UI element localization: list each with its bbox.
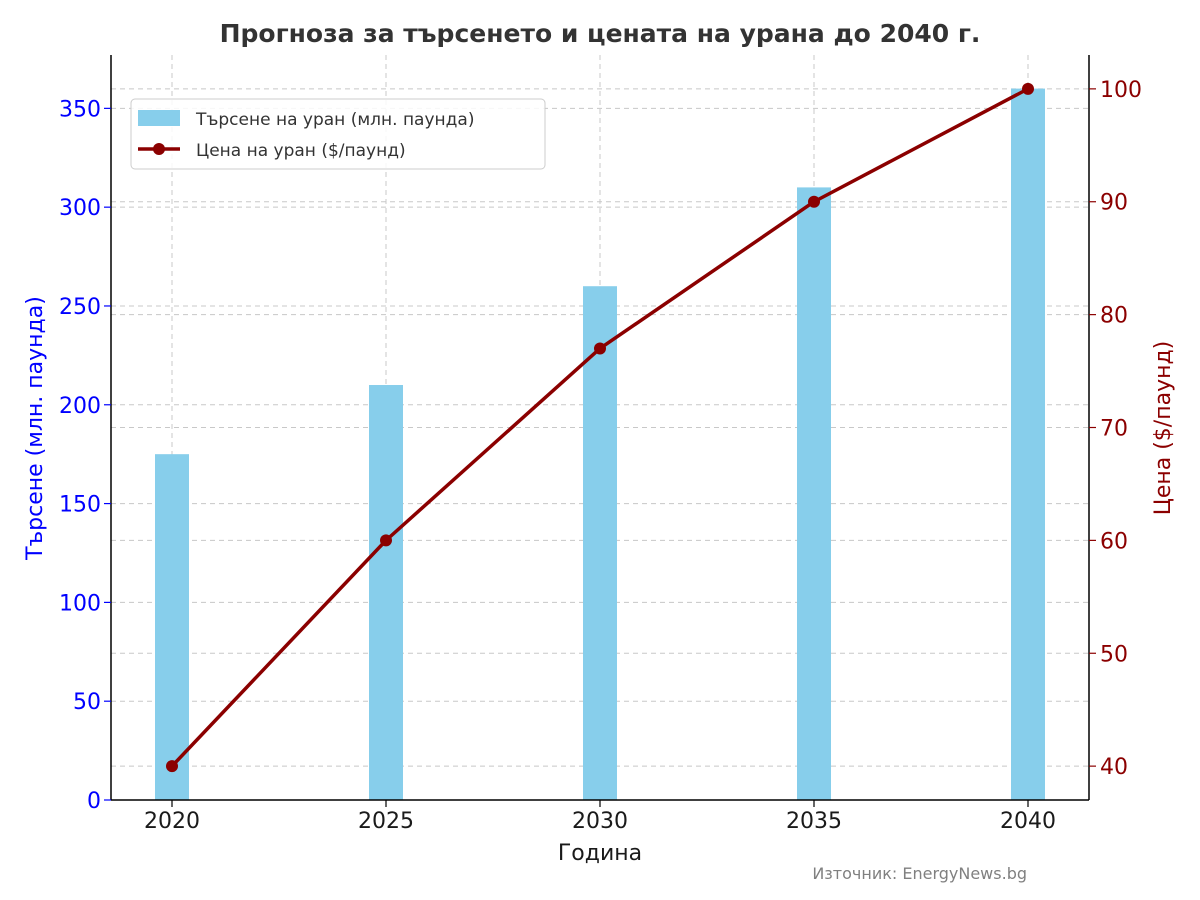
x-axis-label: Година [558,841,642,866]
right-tick-label: 80 [1100,304,1128,329]
right-tick-label: 70 [1100,417,1128,442]
right-tick-label: 90 [1100,191,1128,216]
right-tick-label: 40 [1100,755,1128,780]
legend-bar-swatch [138,110,180,126]
left-axis-label: Търсене (млн. паунда) [23,296,48,561]
chart-title: Прогноза за търсенето и цената на урана … [220,19,981,48]
price-point [1022,82,1034,95]
left-tick-label: 200 [59,394,101,419]
left-tick-label: 250 [59,295,101,320]
legend-label-price: Цена на уран ($/паунд) [196,141,406,161]
price-point [166,760,178,773]
left-tick-label: 150 [59,493,101,518]
x-tick-label: 2035 [786,809,842,834]
demand-bar [1011,88,1045,800]
legend: Търсене на уран (млн. паунда) Цена на ур… [130,98,546,170]
price-point [594,342,606,355]
x-tick-label: 2025 [358,809,414,834]
left-tick-label: 300 [59,196,101,221]
legend-label-demand: Търсене на уран (млн. паунда) [195,110,474,130]
price-point [380,534,392,547]
left-tick-label: 0 [87,789,101,814]
right-axis-label: Цена ($/паунд) [1151,341,1176,516]
tick-labels: 2020 2025 2030 2035 2040 0 50 100 150 200 250 300 35… [59,78,1142,834]
demand-bar [583,286,617,800]
demand-bars [155,88,1045,801]
left-tick-label: 50 [73,690,101,715]
x-tick-label: 2030 [572,809,628,834]
x-tick-label: 2020 [144,809,200,834]
source-note: Източник: EnergyNews.bg [812,864,1027,883]
price-line-series [166,82,1034,773]
legend-box [130,98,546,170]
right-tick-label: 100 [1100,78,1142,103]
right-tick-label: 50 [1100,642,1128,667]
right-tick-label: 60 [1100,529,1128,554]
left-tick-label: 100 [59,591,101,616]
legend-line-marker [153,143,165,155]
x-tick-label: 2040 [1000,809,1056,834]
price-point [808,195,820,208]
demand-bar [797,187,831,801]
demand-bar [155,454,189,800]
demand-bar [369,385,403,800]
left-tick-label: 350 [59,97,101,122]
